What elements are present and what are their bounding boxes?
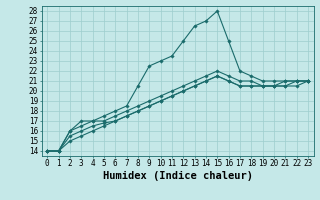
X-axis label: Humidex (Indice chaleur): Humidex (Indice chaleur): [103, 171, 252, 181]
